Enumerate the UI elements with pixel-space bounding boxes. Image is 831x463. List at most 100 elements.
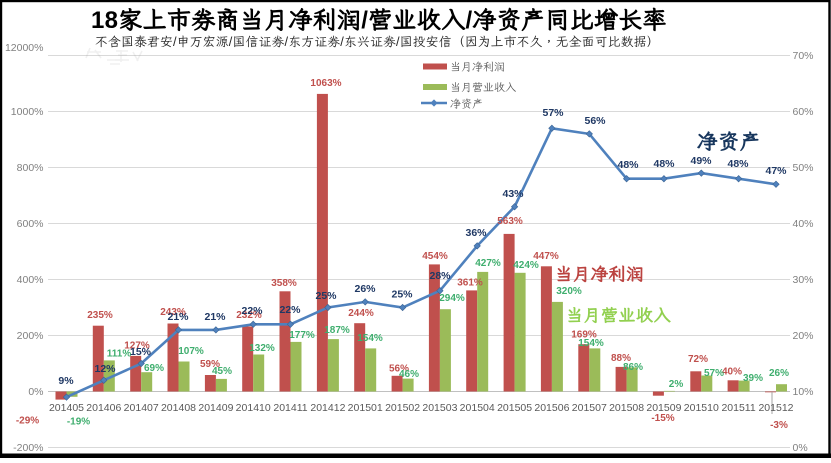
- svg-text:0%: 0%: [28, 386, 43, 398]
- svg-text:201509: 201509: [646, 402, 681, 414]
- svg-text:358%: 358%: [271, 278, 297, 289]
- svg-text:净资产: 净资产: [450, 98, 483, 112]
- svg-text:1063%: 1063%: [310, 78, 341, 89]
- svg-text:201405: 201405: [49, 402, 84, 414]
- svg-text:86%: 86%: [623, 362, 643, 373]
- svg-text:201511: 201511: [721, 402, 755, 414]
- svg-text:201507: 201507: [572, 402, 607, 414]
- svg-text:2%: 2%: [669, 379, 684, 390]
- svg-text:48%: 48%: [653, 158, 675, 170]
- svg-text:88%: 88%: [611, 353, 631, 364]
- svg-text:201408: 201408: [161, 402, 196, 414]
- svg-text:0%: 0%: [793, 442, 808, 454]
- svg-text:28%: 28%: [429, 270, 451, 282]
- svg-text:400%: 400%: [17, 274, 44, 286]
- svg-text:201508: 201508: [609, 402, 644, 414]
- svg-text:21%: 21%: [167, 311, 189, 323]
- svg-text:201410: 201410: [236, 402, 271, 414]
- svg-text:244%: 244%: [348, 308, 374, 319]
- svg-text:201504: 201504: [460, 402, 495, 414]
- svg-text:21%: 21%: [204, 311, 226, 323]
- svg-text:69%: 69%: [144, 363, 164, 374]
- svg-text:净资产: 净资产: [697, 128, 761, 155]
- svg-text:48%: 48%: [617, 159, 639, 171]
- svg-text:39%: 39%: [743, 373, 763, 384]
- svg-text:48%: 48%: [727, 158, 749, 170]
- svg-text:201510: 201510: [684, 402, 719, 414]
- svg-text:600%: 600%: [17, 218, 44, 230]
- svg-text:当月营业收入: 当月营业收入: [566, 303, 671, 326]
- svg-text:57%: 57%: [704, 368, 724, 379]
- svg-text:201407: 201407: [124, 402, 159, 414]
- svg-text:427%: 427%: [475, 258, 501, 269]
- svg-text:1000%: 1000%: [11, 106, 44, 118]
- svg-text:12000%: 12000%: [5, 42, 44, 54]
- svg-text:59%: 59%: [200, 359, 220, 370]
- svg-text:26%: 26%: [354, 283, 376, 295]
- svg-text:45%: 45%: [212, 366, 232, 377]
- svg-text:20%: 20%: [793, 330, 814, 342]
- svg-text:40%: 40%: [793, 218, 814, 230]
- svg-text:447%: 447%: [533, 251, 559, 262]
- svg-text:361%: 361%: [457, 278, 483, 289]
- svg-text:不含国泰君安/申万宏源/国信证券/东方证券/东兴证券/国投安: 不含国泰君安/申万宏源/国信证券/东方证券/东兴证券/国投安信（因为上市不久，无…: [95, 33, 660, 50]
- svg-text:30%: 30%: [793, 274, 814, 286]
- svg-text:18家上市券商当月净利润/营业收入/净资产同比增长率: 18家上市券商当月净利润/营业收入/净资产同比增长率: [91, 3, 667, 35]
- svg-text:22%: 22%: [279, 304, 301, 316]
- svg-text:235%: 235%: [87, 310, 113, 321]
- svg-text:201502: 201502: [385, 402, 420, 414]
- svg-text:563%: 563%: [497, 216, 523, 227]
- svg-text:49%: 49%: [690, 155, 712, 167]
- svg-text:36%: 36%: [465, 227, 487, 239]
- svg-text:454%: 454%: [422, 251, 448, 262]
- svg-text:201411: 201411: [273, 402, 307, 414]
- svg-text:154%: 154%: [578, 338, 604, 349]
- svg-text:201412: 201412: [310, 402, 345, 414]
- svg-text:232%: 232%: [236, 310, 262, 321]
- svg-text:201406: 201406: [86, 402, 121, 414]
- svg-text:800%: 800%: [17, 162, 44, 174]
- svg-text:201506: 201506: [534, 402, 569, 414]
- svg-text:56%: 56%: [389, 364, 409, 375]
- svg-text:当月净利润: 当月净利润: [450, 61, 505, 75]
- svg-text:243%: 243%: [160, 307, 186, 318]
- svg-text:201503: 201503: [422, 402, 457, 414]
- svg-text:15%: 15%: [130, 346, 152, 358]
- svg-text:187%: 187%: [324, 325, 350, 336]
- svg-text:12%: 12%: [94, 363, 116, 375]
- svg-text:201501: 201501: [348, 402, 383, 414]
- svg-text:201505: 201505: [497, 402, 532, 414]
- svg-text:-19%: -19%: [67, 417, 90, 428]
- svg-text:-15%: -15%: [651, 413, 674, 424]
- svg-text:107%: 107%: [178, 346, 204, 357]
- svg-text:-29%: -29%: [16, 416, 39, 427]
- svg-text:22%: 22%: [241, 305, 263, 317]
- svg-text:46%: 46%: [399, 369, 419, 380]
- svg-text:154%: 154%: [357, 333, 383, 344]
- svg-text:25%: 25%: [315, 290, 337, 302]
- svg-text:47%: 47%: [765, 165, 787, 177]
- svg-text:70%: 70%: [793, 50, 814, 62]
- svg-text:-3%: -3%: [770, 420, 788, 431]
- svg-text:200%: 200%: [17, 330, 44, 342]
- svg-text:9%: 9%: [58, 375, 74, 387]
- svg-text:50%: 50%: [793, 162, 814, 174]
- svg-text:294%: 294%: [439, 293, 465, 304]
- svg-text:177%: 177%: [289, 330, 315, 341]
- svg-text:111%: 111%: [107, 349, 132, 360]
- svg-text:320%: 320%: [556, 286, 582, 297]
- svg-text:-200%: -200%: [13, 442, 43, 454]
- svg-text:25%: 25%: [391, 289, 413, 301]
- svg-text:当月营业收入: 当月营业收入: [450, 81, 516, 95]
- svg-text:424%: 424%: [513, 260, 539, 271]
- svg-text:26%: 26%: [769, 368, 789, 379]
- svg-text:201409: 201409: [198, 402, 233, 414]
- svg-text:201512: 201512: [758, 402, 793, 414]
- svg-text:132%: 132%: [249, 343, 275, 354]
- svg-text:10%: 10%: [793, 386, 814, 398]
- svg-text:当月净利润: 当月净利润: [555, 262, 644, 285]
- svg-text:60%: 60%: [793, 106, 814, 118]
- svg-text:72%: 72%: [688, 354, 708, 365]
- svg-text:169%: 169%: [571, 330, 597, 341]
- svg-text:56%: 56%: [584, 115, 606, 127]
